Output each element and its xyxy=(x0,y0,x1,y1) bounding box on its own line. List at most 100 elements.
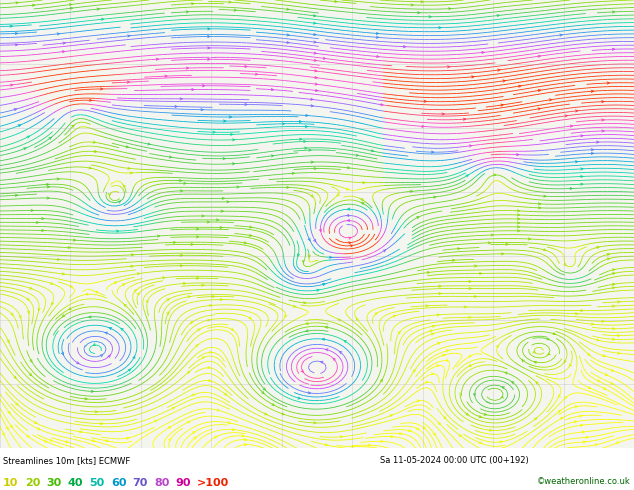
FancyArrowPatch shape xyxy=(576,161,578,163)
FancyArrowPatch shape xyxy=(124,185,126,188)
FancyArrowPatch shape xyxy=(574,421,577,423)
FancyArrowPatch shape xyxy=(162,277,165,279)
FancyArrowPatch shape xyxy=(473,393,476,395)
FancyArrowPatch shape xyxy=(517,210,519,212)
FancyArrowPatch shape xyxy=(271,89,273,91)
FancyArrowPatch shape xyxy=(298,397,301,399)
FancyArrowPatch shape xyxy=(558,411,560,413)
FancyArrowPatch shape xyxy=(430,330,432,332)
FancyArrowPatch shape xyxy=(167,312,169,315)
FancyArrowPatch shape xyxy=(29,373,32,375)
FancyArrowPatch shape xyxy=(172,407,175,409)
FancyArrowPatch shape xyxy=(264,413,267,415)
FancyArrowPatch shape xyxy=(301,369,303,372)
FancyArrowPatch shape xyxy=(77,362,79,364)
FancyArrowPatch shape xyxy=(543,248,546,251)
FancyArrowPatch shape xyxy=(180,265,183,267)
FancyArrowPatch shape xyxy=(93,343,96,345)
FancyArrowPatch shape xyxy=(612,287,615,289)
FancyArrowPatch shape xyxy=(612,269,615,271)
FancyArrowPatch shape xyxy=(607,253,609,256)
FancyArrowPatch shape xyxy=(302,260,304,263)
FancyArrowPatch shape xyxy=(167,299,169,301)
Text: Sa 11-05-2024 00:00 UTC (00+192): Sa 11-05-2024 00:00 UTC (00+192) xyxy=(380,456,529,465)
FancyArrowPatch shape xyxy=(314,168,316,170)
FancyArrowPatch shape xyxy=(47,186,49,188)
FancyArrowPatch shape xyxy=(469,355,472,357)
FancyArrowPatch shape xyxy=(242,435,244,437)
FancyArrowPatch shape xyxy=(581,183,583,185)
FancyArrowPatch shape xyxy=(330,256,332,258)
FancyArrowPatch shape xyxy=(443,354,445,356)
FancyArrowPatch shape xyxy=(381,440,383,442)
Text: 90: 90 xyxy=(176,478,191,489)
FancyArrowPatch shape xyxy=(146,300,148,303)
FancyArrowPatch shape xyxy=(50,439,52,441)
FancyArrowPatch shape xyxy=(459,434,462,437)
FancyArrowPatch shape xyxy=(411,4,413,6)
FancyArrowPatch shape xyxy=(588,387,591,389)
FancyArrowPatch shape xyxy=(47,197,49,199)
FancyArrowPatch shape xyxy=(287,41,289,44)
FancyArrowPatch shape xyxy=(292,172,294,174)
FancyArrowPatch shape xyxy=(10,425,12,427)
FancyArrowPatch shape xyxy=(62,50,65,53)
FancyArrowPatch shape xyxy=(398,331,400,334)
FancyArrowPatch shape xyxy=(57,258,60,261)
FancyArrowPatch shape xyxy=(30,360,32,362)
FancyArrowPatch shape xyxy=(512,382,514,384)
FancyArrowPatch shape xyxy=(361,202,364,205)
FancyArrowPatch shape xyxy=(377,32,378,34)
FancyArrowPatch shape xyxy=(581,310,583,312)
FancyArrowPatch shape xyxy=(70,285,72,288)
FancyArrowPatch shape xyxy=(316,289,319,292)
FancyArrowPatch shape xyxy=(213,131,215,133)
Text: 10: 10 xyxy=(3,478,18,489)
FancyArrowPatch shape xyxy=(479,441,482,443)
FancyArrowPatch shape xyxy=(344,341,347,343)
Text: 20: 20 xyxy=(25,478,40,489)
FancyArrowPatch shape xyxy=(201,109,203,111)
FancyArrowPatch shape xyxy=(91,390,94,392)
FancyArrowPatch shape xyxy=(576,313,578,315)
FancyArrowPatch shape xyxy=(192,432,195,434)
FancyArrowPatch shape xyxy=(534,418,536,420)
FancyArrowPatch shape xyxy=(89,167,91,169)
FancyArrowPatch shape xyxy=(380,380,382,382)
FancyArrowPatch shape xyxy=(180,98,183,100)
FancyArrowPatch shape xyxy=(489,429,492,431)
FancyArrowPatch shape xyxy=(553,333,555,335)
FancyArrowPatch shape xyxy=(285,315,287,317)
FancyArrowPatch shape xyxy=(299,138,302,140)
FancyArrowPatch shape xyxy=(314,59,316,61)
FancyArrowPatch shape xyxy=(351,245,353,247)
FancyArrowPatch shape xyxy=(131,265,133,268)
FancyArrowPatch shape xyxy=(108,355,110,358)
FancyArrowPatch shape xyxy=(311,161,313,163)
FancyArrowPatch shape xyxy=(375,313,377,315)
FancyArrowPatch shape xyxy=(479,416,481,417)
FancyArrowPatch shape xyxy=(417,217,419,219)
FancyArrowPatch shape xyxy=(488,242,491,244)
FancyArrowPatch shape xyxy=(368,444,370,446)
FancyArrowPatch shape xyxy=(618,301,620,303)
FancyArrowPatch shape xyxy=(109,328,112,330)
FancyArrowPatch shape xyxy=(57,178,59,180)
FancyArrowPatch shape xyxy=(244,439,247,441)
FancyArrowPatch shape xyxy=(432,325,434,327)
FancyArrowPatch shape xyxy=(308,392,311,394)
FancyArrowPatch shape xyxy=(128,167,130,170)
FancyArrowPatch shape xyxy=(437,343,440,344)
FancyArrowPatch shape xyxy=(602,130,604,132)
FancyArrowPatch shape xyxy=(10,84,13,86)
FancyArrowPatch shape xyxy=(564,263,566,265)
FancyArrowPatch shape xyxy=(337,194,340,196)
FancyArrowPatch shape xyxy=(363,181,365,184)
FancyArrowPatch shape xyxy=(195,345,198,347)
FancyArrowPatch shape xyxy=(15,32,18,35)
FancyArrowPatch shape xyxy=(287,34,289,36)
FancyArrowPatch shape xyxy=(106,440,108,442)
FancyArrowPatch shape xyxy=(15,194,18,196)
FancyArrowPatch shape xyxy=(424,100,427,102)
FancyArrowPatch shape xyxy=(131,254,134,256)
